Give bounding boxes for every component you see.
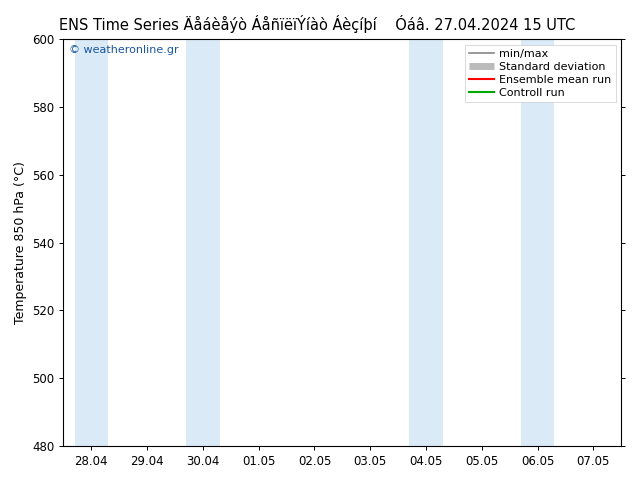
Bar	[410, 39, 443, 446]
Legend: min/max, Standard deviation, Ensemble mean run, Controll run: min/max, Standard deviation, Ensemble me…	[465, 45, 616, 102]
Y-axis label: Temperature 850 hPa (°C): Temperature 850 hPa (°C)	[13, 161, 27, 324]
Text: © weatheronline.gr: © weatheronline.gr	[69, 45, 179, 55]
Bar	[186, 39, 219, 446]
Text: ENS Time Series Äåáèåýò ÁåñïëïÝíàò Áèçíþí    Óáâ. 27.04.2024 15 UTC: ENS Time Series Äåáèåýò ÁåñïëïÝíàò Áèçíþ…	[59, 15, 575, 33]
Bar	[521, 39, 554, 446]
Bar	[75, 39, 108, 446]
